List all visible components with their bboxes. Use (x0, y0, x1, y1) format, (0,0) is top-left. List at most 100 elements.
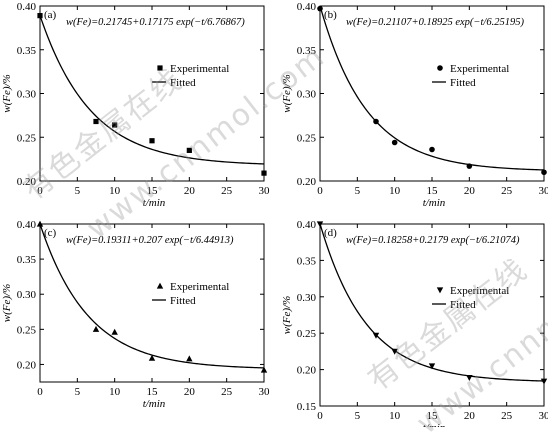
x-tick-label: 15 (427, 410, 439, 422)
x-tick-label: 15 (427, 185, 439, 197)
fitted-curve (320, 6, 544, 170)
x-tick-label: 30 (539, 410, 548, 422)
y-tick-label: 0.20 (297, 365, 317, 377)
panel-label: (a) (44, 9, 57, 21)
legend-label-fitted: Fitted (450, 299, 476, 311)
y-tick-label: 0.25 (297, 132, 317, 144)
legend-label-experimental: Experimental (450, 285, 509, 297)
data-point (186, 355, 192, 361)
y-tick-label: 0.20 (17, 359, 37, 371)
x-tick-label: 30 (259, 386, 271, 398)
legend-label-fitted: Fitted (170, 295, 196, 307)
y-tick-label: 0.30 (297, 89, 317, 101)
panel-b: 0 5 10 15 20 25 30 0.20 0.25 0.30 0.35 0.40 t/min w(F… (281, 1, 548, 209)
x-axis-label: t/min (423, 197, 446, 209)
x-tick-label: 15 (147, 386, 159, 398)
y-tick-label: 0.40 (297, 219, 317, 231)
data-point (93, 326, 99, 332)
x-tick-label: 25 (221, 185, 233, 197)
data-point (541, 379, 547, 385)
plot-frame (40, 6, 264, 181)
data-point (541, 169, 547, 175)
plot-frame (320, 224, 544, 406)
x-axis-label: t/min (143, 197, 166, 209)
y-axis-label: w(Fe)/% (1, 284, 13, 322)
data-point (149, 138, 154, 143)
legend-label-fitted: Fitted (170, 77, 196, 89)
y-tick-label: 0.30 (297, 292, 317, 304)
y-tick-label: 0.30 (17, 89, 37, 101)
data-point (261, 171, 266, 176)
y-tick-label: 0.25 (17, 132, 37, 144)
legend-label-experimental: Experimental (170, 281, 229, 293)
x-tick-label: 25 (501, 410, 513, 422)
legend-marker (157, 65, 162, 70)
figure-canvas: 0 5 10 15 20 25 30 0.20 0.25 0.30 0.35 0.40 t/min w(F… (0, 0, 548, 427)
y-tick-label: 0.35 (17, 254, 37, 266)
x-tick-label: 30 (259, 185, 271, 197)
fit-equation: w(Fe)=0.21745+0.17175 exp(−t/6.76867) (66, 17, 245, 28)
y-axis-label: w(Fe)/% (1, 74, 13, 112)
fitted-curve (320, 224, 544, 381)
legend-label-fitted: Fitted (450, 77, 476, 89)
x-tick-label: 5 (355, 185, 361, 197)
y-tick-label: 0.25 (17, 324, 37, 336)
panel-label: (b) (324, 9, 337, 21)
x-tick-label: 10 (109, 386, 121, 398)
data-point (392, 140, 398, 146)
x-tick-label: 25 (501, 185, 513, 197)
y-tick-label: 0.30 (17, 289, 37, 301)
data-point (373, 119, 379, 125)
x-tick-label: 20 (184, 185, 196, 197)
fit-equation: w(Fe)=0.18258+0.2179 exp(−t/6.21074) (346, 235, 520, 246)
x-tick-label: 20 (464, 185, 476, 197)
y-tick-label: 0.25 (297, 328, 317, 340)
data-point (187, 148, 192, 153)
data-point (466, 375, 472, 381)
fit-equation: w(Fe)=0.21107+0.18925 exp(−t/6.25195) (346, 17, 524, 28)
x-tick-label: 20 (184, 386, 196, 398)
data-point (467, 163, 473, 169)
legend-marker (437, 65, 443, 71)
x-tick-label: 0 (37, 386, 43, 398)
x-tick-label: 5 (75, 386, 81, 398)
data-point (317, 6, 323, 12)
data-point (112, 122, 117, 127)
panel-a: 0 5 10 15 20 25 30 0.20 0.25 0.30 0.35 0.40 t/min w(F… (1, 1, 270, 209)
legend-label-experimental: Experimental (450, 63, 509, 75)
x-tick-label: 30 (539, 185, 548, 197)
panel-d: 0510152025300.150.200.250.300.350.40t/mi… (281, 219, 548, 427)
data-point (93, 119, 98, 124)
x-axis-label: t/min (143, 398, 166, 410)
panel-label: (d) (324, 227, 337, 239)
y-tick-label: 0.35 (17, 45, 37, 57)
data-point (37, 13, 42, 18)
fit-equation: w(Fe)=0.19311+0.207 exp(−t/6.44913) (66, 235, 234, 246)
x-tick-label: 15 (147, 185, 159, 197)
plot-frame (320, 6, 544, 181)
legend-marker (157, 283, 163, 289)
x-tick-label: 0 (317, 410, 323, 422)
panel-label: (c) (44, 227, 57, 239)
x-tick-label: 5 (75, 185, 81, 197)
y-tick-label: 0.40 (17, 219, 37, 231)
y-axis-label: w(Fe)/% (281, 296, 293, 334)
y-tick-label: 0.20 (17, 176, 37, 188)
x-tick-label: 25 (221, 386, 233, 398)
x-tick-label: 10 (389, 410, 401, 422)
y-tick-label: 0.35 (297, 45, 317, 57)
x-tick-label: 10 (389, 185, 401, 197)
y-tick-label: 0.40 (17, 1, 37, 13)
legend-marker (437, 287, 443, 293)
y-axis-label: w(Fe)/% (281, 74, 293, 112)
x-tick-label: 10 (109, 185, 121, 197)
legend-label-experimental: Experimental (170, 63, 229, 75)
y-tick-label: 0.20 (297, 176, 317, 188)
x-tick-label: 0 (37, 185, 43, 197)
x-tick-label: 0 (317, 185, 323, 197)
y-tick-label: 0.15 (297, 401, 317, 413)
data-point (429, 147, 435, 153)
y-tick-label: 0.35 (297, 255, 317, 267)
data-point (111, 329, 117, 335)
y-tick-label: 0.40 (297, 1, 317, 13)
